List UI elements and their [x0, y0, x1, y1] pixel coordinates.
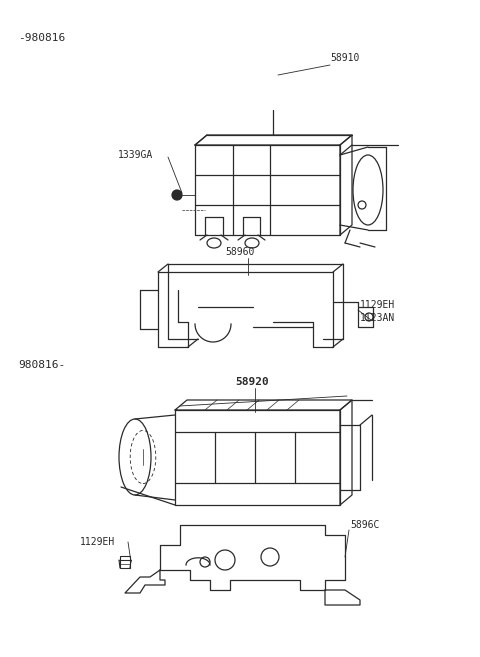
FancyBboxPatch shape [120, 556, 130, 568]
Text: -980816: -980816 [18, 33, 65, 43]
Text: 1123AN: 1123AN [360, 313, 395, 323]
Text: 1339GA: 1339GA [118, 150, 153, 160]
Text: 1129EH: 1129EH [360, 300, 395, 310]
Text: 5896C: 5896C [350, 520, 379, 530]
Text: 58910: 58910 [330, 53, 360, 63]
Text: 58960: 58960 [225, 247, 254, 257]
Circle shape [172, 190, 182, 200]
Text: 980816-: 980816- [18, 360, 65, 370]
Text: 1129EH: 1129EH [80, 537, 115, 547]
Text: 58920: 58920 [235, 377, 269, 387]
